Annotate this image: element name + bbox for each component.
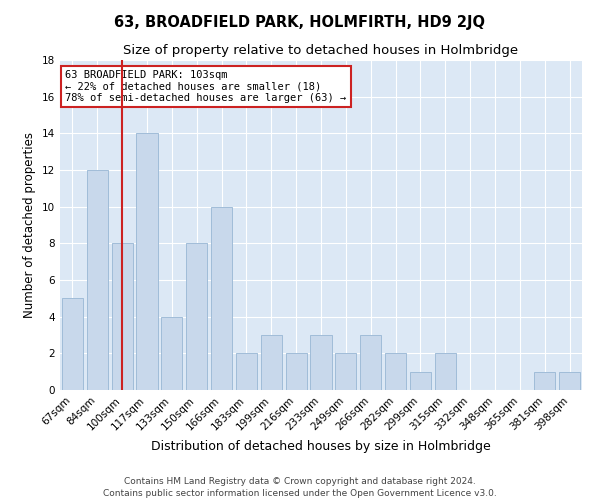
Bar xyxy=(261,335,282,390)
Bar xyxy=(62,298,83,390)
Bar xyxy=(410,372,431,390)
Bar xyxy=(559,372,580,390)
Text: 63, BROADFIELD PARK, HOLMFIRTH, HD9 2JQ: 63, BROADFIELD PARK, HOLMFIRTH, HD9 2JQ xyxy=(115,15,485,30)
Bar xyxy=(87,170,108,390)
Bar xyxy=(335,354,356,390)
Bar xyxy=(136,134,158,390)
Y-axis label: Number of detached properties: Number of detached properties xyxy=(23,132,37,318)
X-axis label: Distribution of detached houses by size in Holmbridge: Distribution of detached houses by size … xyxy=(151,440,491,453)
Bar xyxy=(236,354,257,390)
Bar xyxy=(534,372,555,390)
Bar xyxy=(112,244,133,390)
Title: Size of property relative to detached houses in Holmbridge: Size of property relative to detached ho… xyxy=(124,44,518,58)
Bar xyxy=(286,354,307,390)
Bar xyxy=(161,316,182,390)
Bar xyxy=(360,335,381,390)
Bar xyxy=(435,354,456,390)
Bar xyxy=(310,335,332,390)
Bar xyxy=(186,244,207,390)
Bar xyxy=(211,206,232,390)
Text: Contains HM Land Registry data © Crown copyright and database right 2024.
Contai: Contains HM Land Registry data © Crown c… xyxy=(103,476,497,498)
Text: 63 BROADFIELD PARK: 103sqm
← 22% of detached houses are smaller (18)
78% of semi: 63 BROADFIELD PARK: 103sqm ← 22% of deta… xyxy=(65,70,346,103)
Bar xyxy=(385,354,406,390)
